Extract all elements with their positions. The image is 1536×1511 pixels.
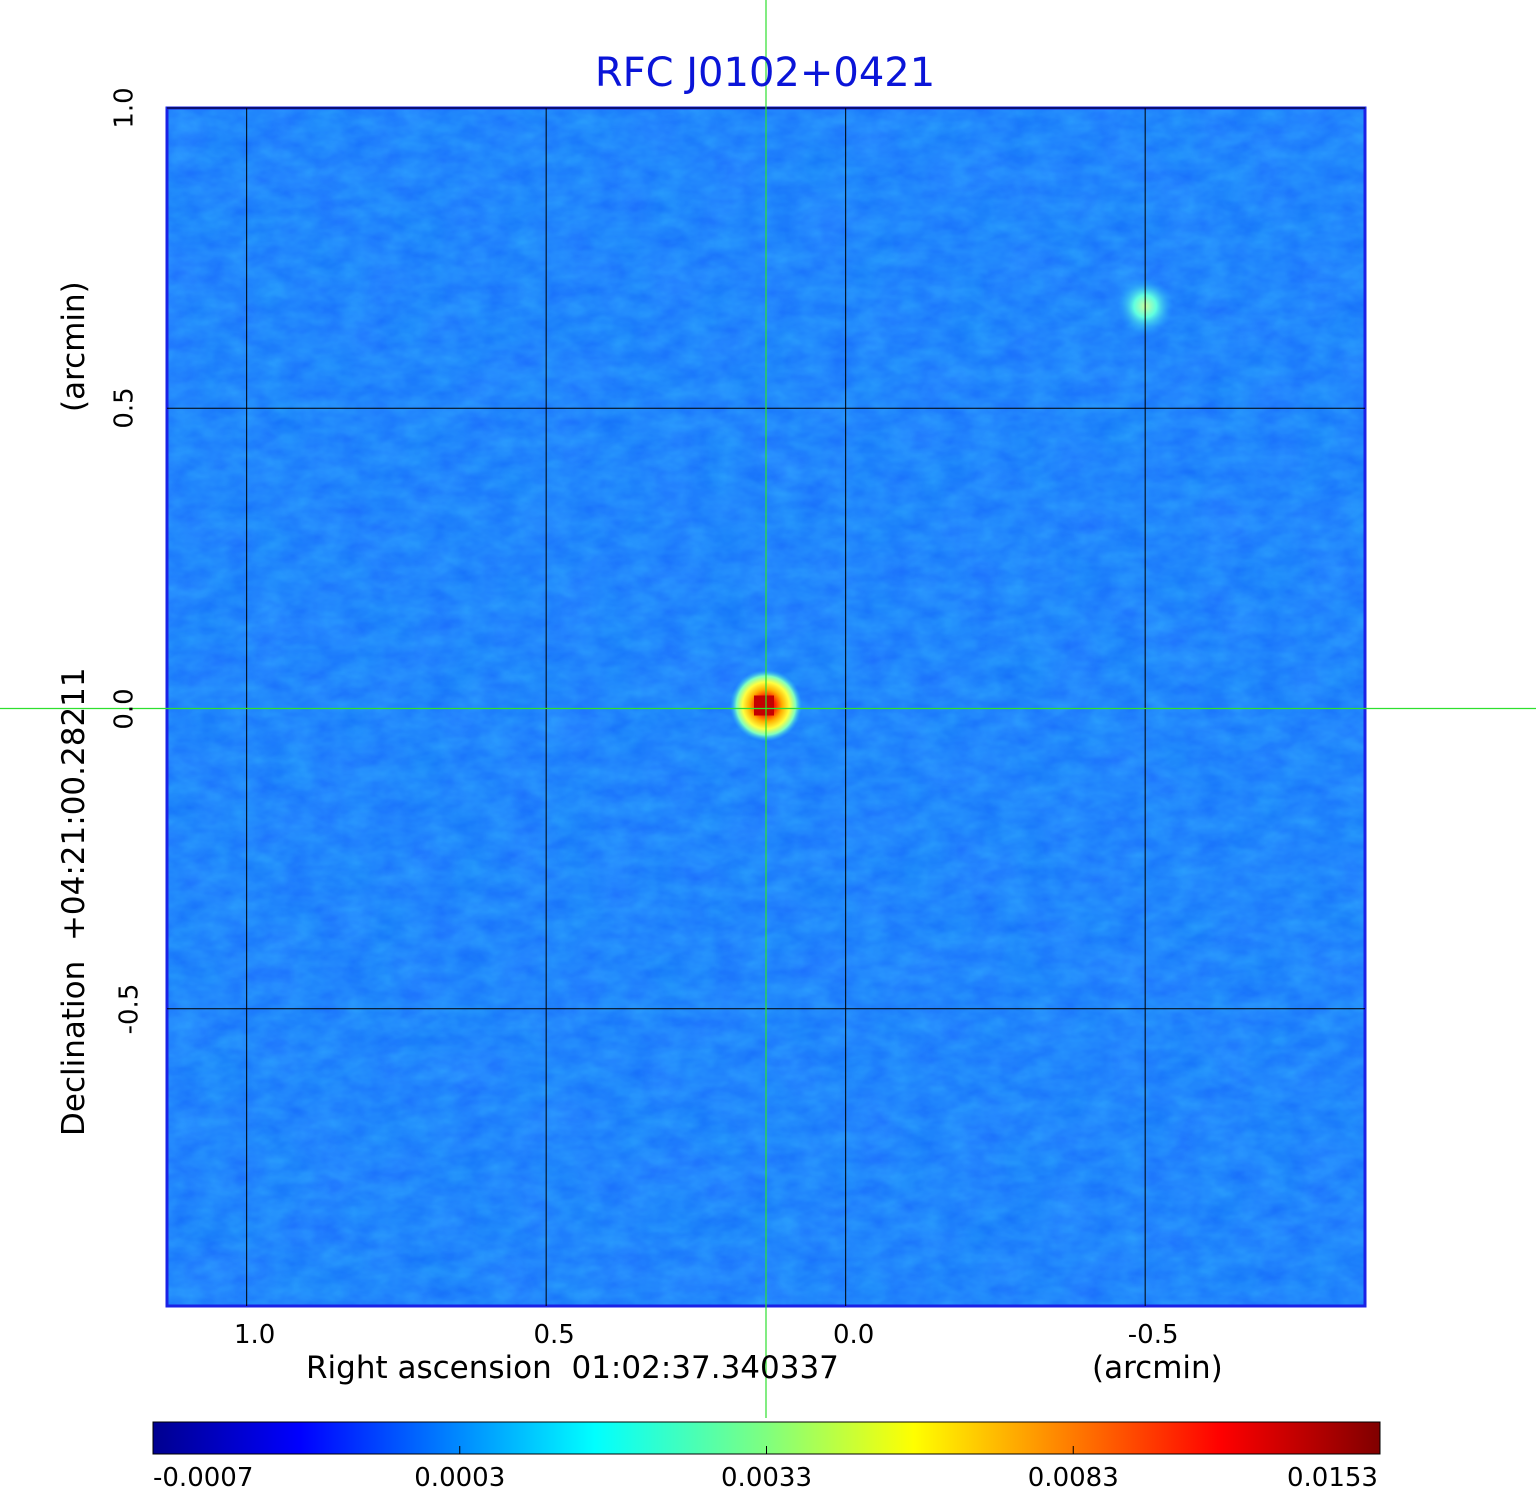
y-tick-label: -0.5 bbox=[114, 983, 145, 1035]
x-axis-label: Right ascension 01:02:37.340337 bbox=[306, 1350, 839, 1386]
colorbar-tick-label: 0.0153 bbox=[1287, 1463, 1378, 1493]
colorbar-tick-label: 0.0033 bbox=[721, 1463, 812, 1493]
colorbar-tick-label: 0.0003 bbox=[414, 1463, 506, 1493]
x-axis-unit-label: (arcmin) bbox=[1092, 1350, 1223, 1386]
colorbar-tick-label: -0.0007 bbox=[153, 1463, 254, 1493]
y-axis-label: Declination +04:21:00.28211 bbox=[56, 667, 92, 1136]
y-tick-label: 0.0 bbox=[109, 687, 140, 730]
y-tick-label: 0.5 bbox=[109, 387, 140, 429]
x-tick-label: 0.0 bbox=[832, 1320, 875, 1350]
y-tick-label: 1.0 bbox=[109, 87, 140, 129]
x-tick-label: 1.0 bbox=[233, 1320, 276, 1350]
x-tick-label: 0.5 bbox=[533, 1320, 575, 1350]
source-1-peak-pixel bbox=[754, 695, 774, 716]
colorbar-tick-label: 0.0083 bbox=[1027, 1463, 1119, 1493]
chart-title: RFC J0102+0421 bbox=[594, 50, 936, 96]
x-tick-label: -0.5 bbox=[1127, 1320, 1179, 1350]
y-axis-unit-label: (arcmin) bbox=[56, 281, 92, 412]
